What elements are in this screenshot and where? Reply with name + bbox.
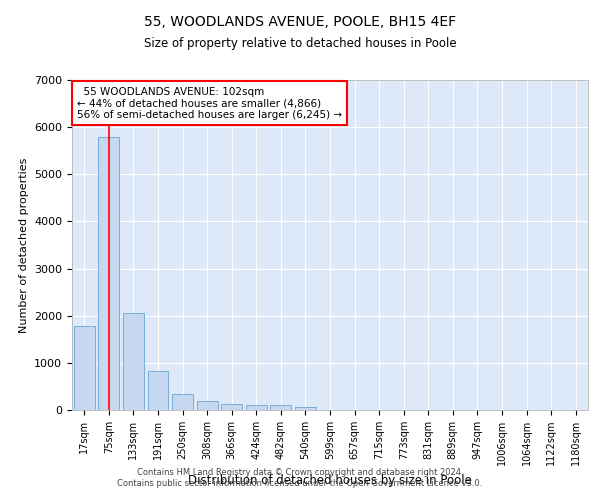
Bar xyxy=(197,401,218,410)
Bar xyxy=(172,394,193,410)
Bar xyxy=(74,326,95,410)
Text: Contains HM Land Registry data © Crown copyright and database right 2024.
Contai: Contains HM Land Registry data © Crown c… xyxy=(118,468,482,487)
Bar xyxy=(246,405,267,410)
X-axis label: Distribution of detached houses by size in Poole: Distribution of detached houses by size … xyxy=(188,474,472,486)
Y-axis label: Number of detached properties: Number of detached properties xyxy=(19,158,29,332)
Bar xyxy=(123,313,144,410)
Text: 55 WOODLANDS AVENUE: 102sqm
← 44% of detached houses are smaller (4,866)
56% of : 55 WOODLANDS AVENUE: 102sqm ← 44% of det… xyxy=(77,86,342,120)
Bar xyxy=(271,406,292,410)
Bar xyxy=(148,372,169,410)
Bar xyxy=(221,404,242,410)
Text: 55, WOODLANDS AVENUE, POOLE, BH15 4EF: 55, WOODLANDS AVENUE, POOLE, BH15 4EF xyxy=(144,15,456,29)
Bar xyxy=(98,137,119,410)
Text: Size of property relative to detached houses in Poole: Size of property relative to detached ho… xyxy=(143,38,457,51)
Bar xyxy=(295,406,316,410)
